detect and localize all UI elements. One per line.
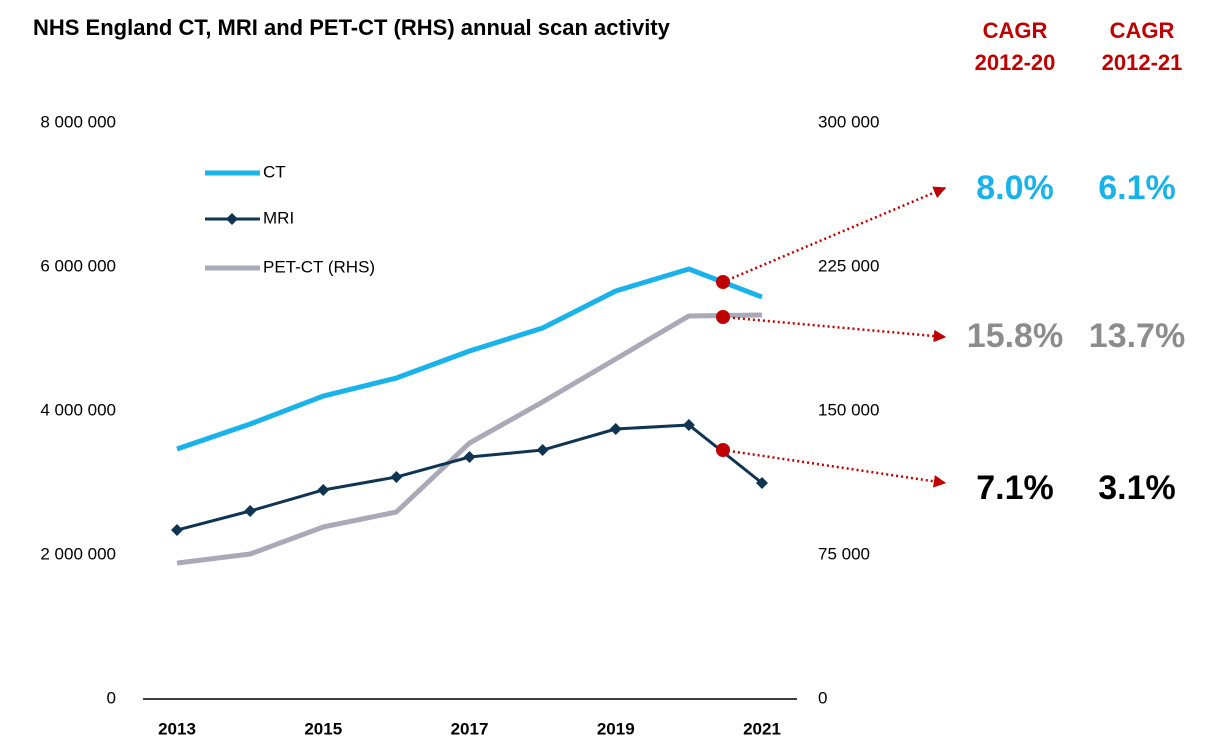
y2-tick-label: 150 000 [818,400,879,419]
legend-label: CT [263,162,286,181]
cagr-header: CAGR [1110,18,1175,43]
marker [171,524,183,537]
cagr-header: 2012-20 [975,50,1056,75]
cagr-value: 13.7% [1089,317,1185,355]
cagr-value: 8.0% [976,169,1054,207]
annotation-dot [716,275,730,289]
y2-tick-label: 75 000 [818,544,870,563]
cagr-value: 6.1% [1098,169,1176,207]
marker [682,418,695,431]
y-tick-label: 4 000 000 [40,400,116,419]
x-tick-label: 2021 [743,719,781,738]
marker [756,477,768,489]
annotation-arrow [722,315,947,343]
marker [317,483,330,496]
x-tick-label: 2019 [597,719,635,738]
series-line [176,266,763,452]
cagr-value: 3.1% [1098,469,1176,507]
x-tick-label: 2017 [451,719,489,738]
legend-label: MRI [263,208,294,227]
marker [390,471,403,484]
series-line [176,312,763,566]
y2-tick-label: 225 000 [818,256,879,275]
cagr-header: CAGR [983,18,1048,43]
marker [609,423,622,435]
annotation-dot [716,310,730,324]
y-tick-label: 0 [107,688,116,707]
chart-title: NHS England CT, MRI and PET-CT (RHS) ann… [33,15,670,40]
y-tick-label: 6 000 000 [40,256,116,275]
y2-tick-label: 300 000 [818,112,879,131]
cagr-value: 15.8% [967,317,1063,355]
annotation-dot [716,443,730,457]
marker [244,505,257,518]
x-tick-label: 2015 [304,719,342,738]
y-tick-label: 2 000 000 [40,544,116,563]
y2-tick-label: 0 [818,688,827,707]
x-tick-label: 2013 [158,719,196,738]
legend-marker [226,213,238,225]
marker [463,451,476,464]
marker [536,444,549,457]
annotation-arrow [722,186,947,284]
legend-label: PET-CT (RHS) [263,257,375,276]
y-tick-label: 8 000 000 [40,112,116,131]
cagr-header: 2012-21 [1102,50,1183,75]
cagr-value: 7.1% [976,469,1054,507]
